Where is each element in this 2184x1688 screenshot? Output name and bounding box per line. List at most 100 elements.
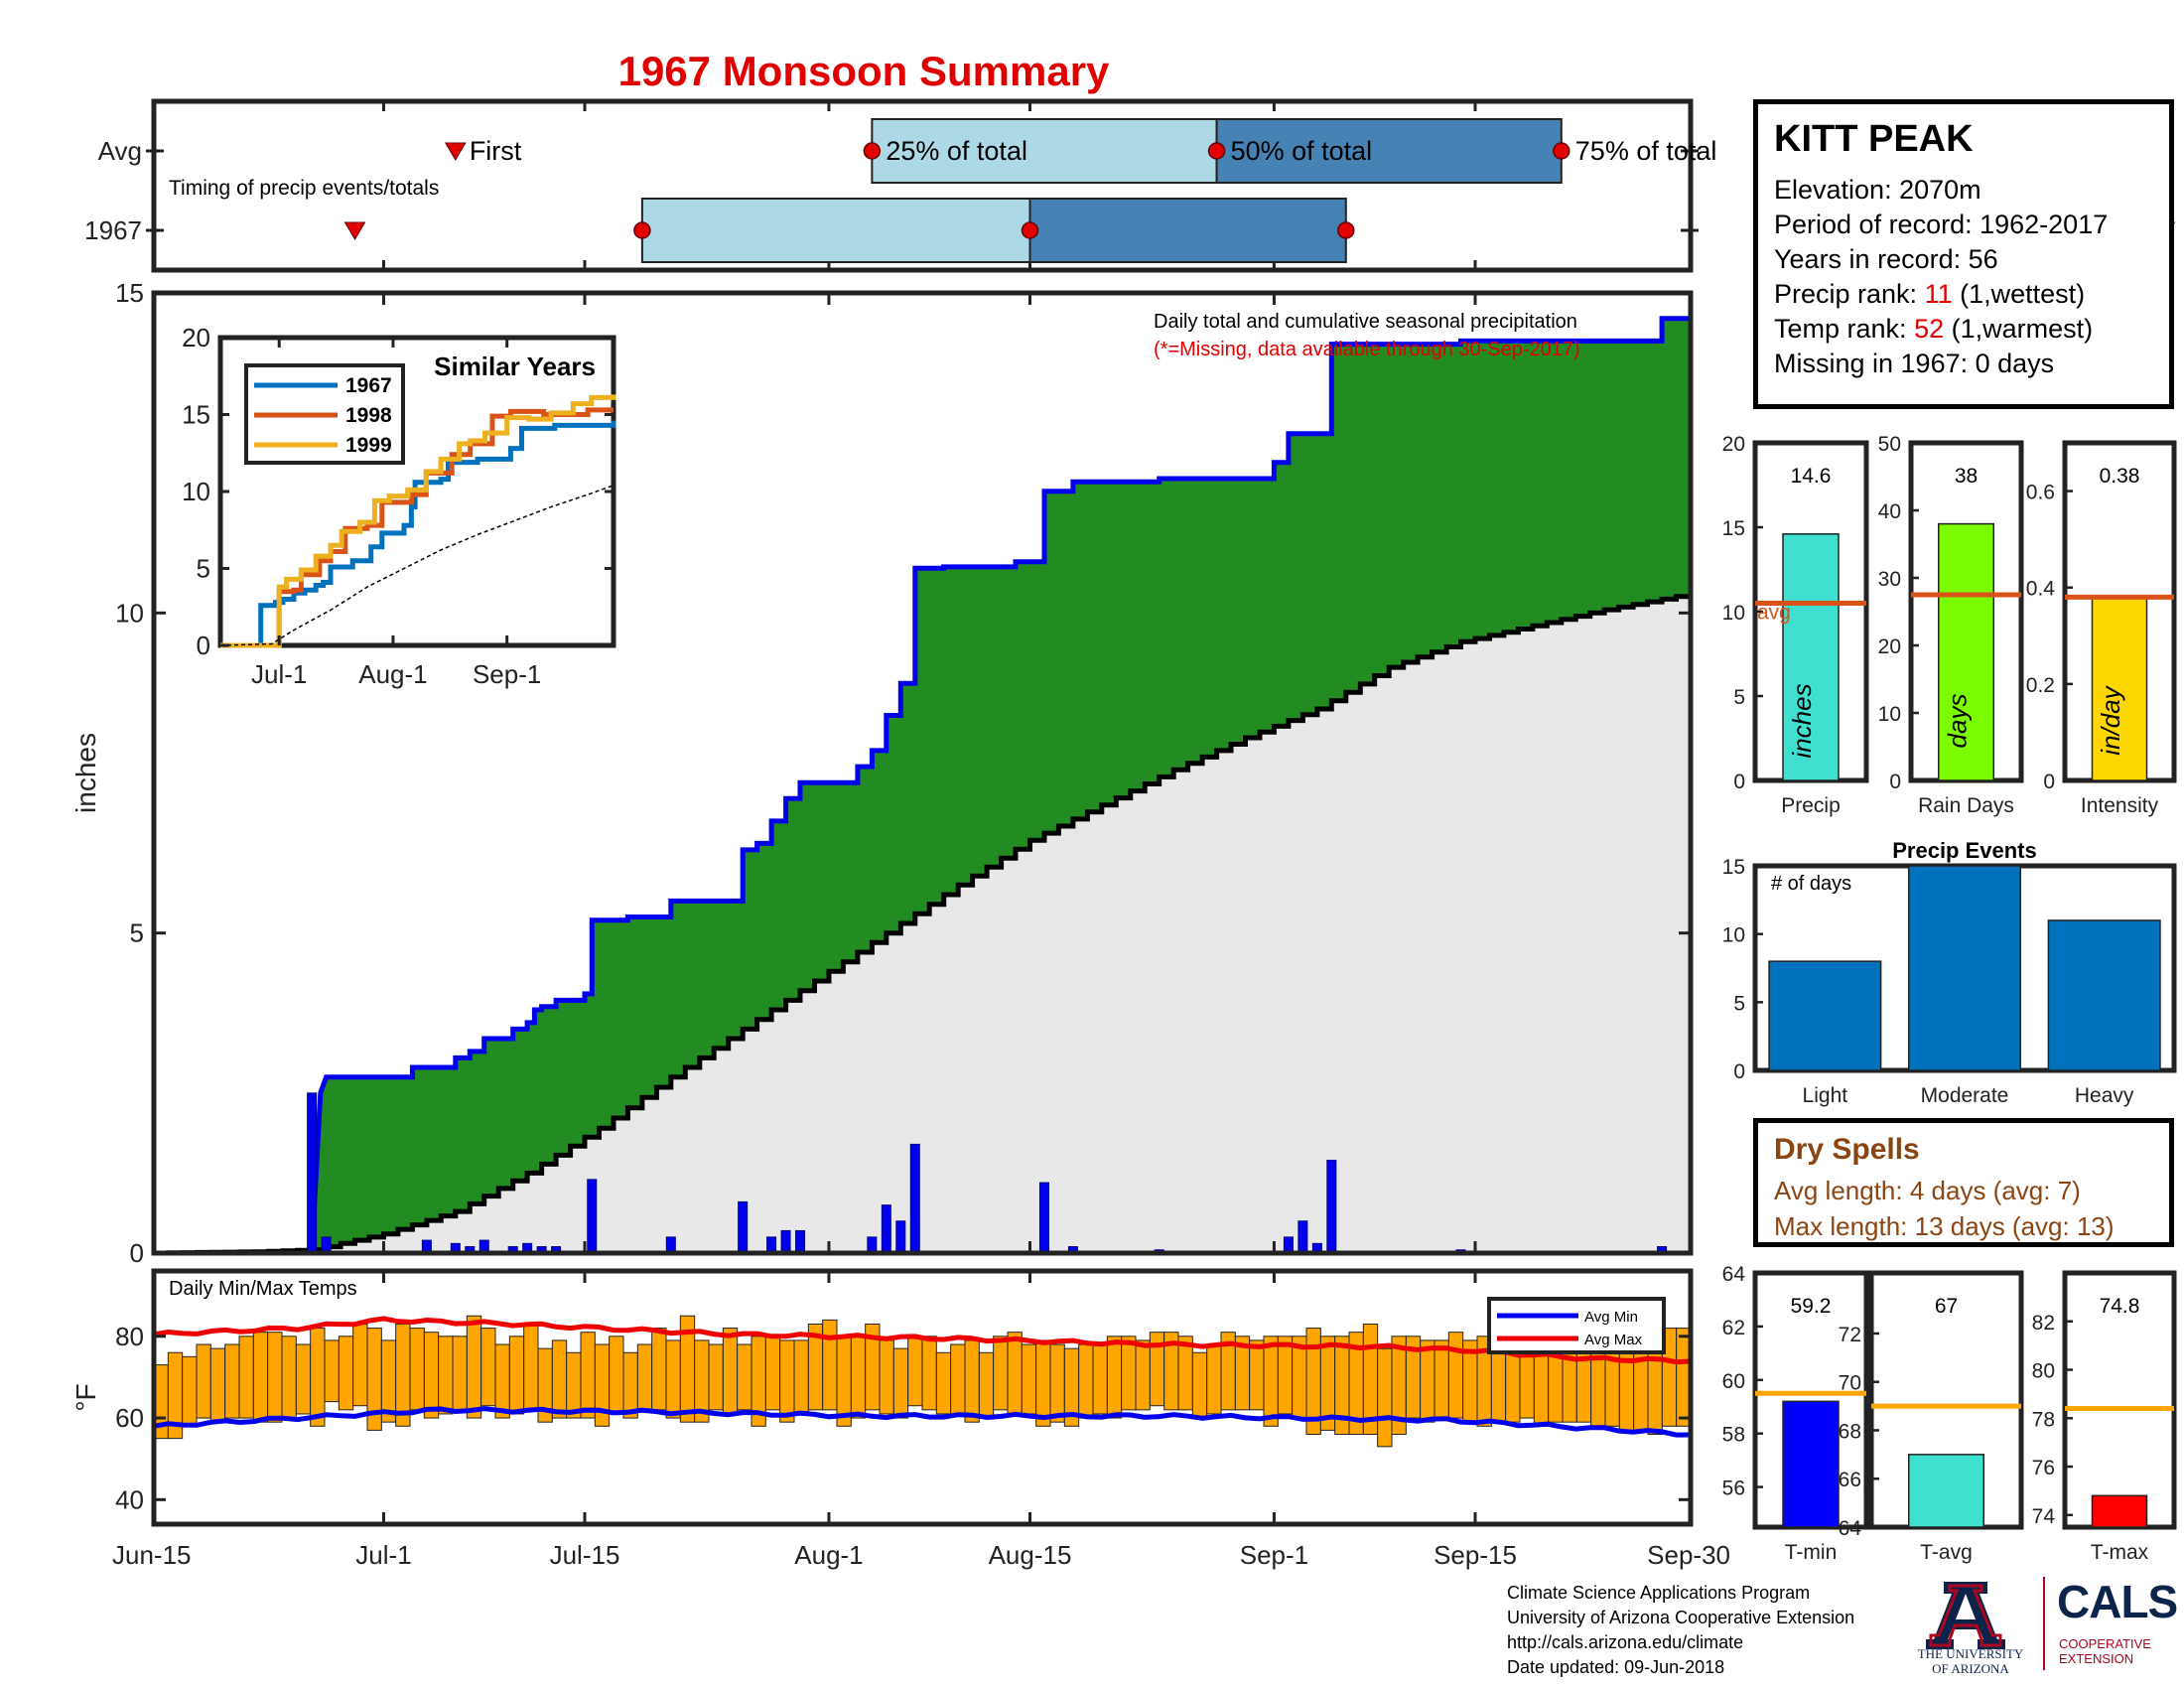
daily-precip-bar — [909, 1143, 920, 1254]
temp-range-bar — [1191, 1351, 1208, 1419]
summary-value-label: 0.38 — [2100, 465, 2140, 488]
temps-ytick-label: 60 — [115, 1403, 144, 1433]
temp-range-bar — [665, 1339, 681, 1419]
temp-range-bar — [708, 1343, 724, 1411]
daily-precip-bar — [1326, 1160, 1337, 1254]
events-category-label: Moderate — [1921, 1084, 2009, 1107]
daily-temps-chart: 40 60 80 Jun-15 Jul-1 Jul-15 Aug-1 Aug-15 Sep-1 S… — [70, 1268, 1730, 1570]
summary-ytick-label: 0.2 — [2026, 674, 2055, 697]
daily-precip-bar — [895, 1220, 906, 1254]
temp-range-bar — [850, 1336, 867, 1419]
events-bar — [2047, 919, 2161, 1071]
events-ytick-label: 0 — [1733, 1060, 1745, 1083]
temp-range-bar — [352, 1323, 368, 1407]
temp-range-bar — [1249, 1339, 1265, 1411]
summary-ytick-label: 0.4 — [2026, 578, 2056, 601]
temp-range-bar — [267, 1332, 283, 1423]
temp-range-bar — [1377, 1347, 1393, 1448]
temp-range-bar — [423, 1332, 440, 1419]
timing-marker-q50 — [1021, 221, 1039, 239]
temp-range-bar — [1121, 1336, 1137, 1411]
temp-range-bar — [466, 1315, 482, 1419]
timing-marker-q75 — [1553, 142, 1570, 160]
summary-value-label: 67 — [1935, 1295, 1958, 1318]
timing-label-q75: 75% of total — [1575, 136, 1717, 166]
daily-precip-bar — [587, 1179, 598, 1254]
summary-bar-precip — [1782, 533, 1840, 781]
temp-range-bar — [238, 1336, 254, 1419]
temp-range-bar — [1092, 1343, 1108, 1415]
inset-ytick-label: 5 — [197, 554, 210, 584]
summary-category-label: T-min — [1785, 1541, 1838, 1564]
temps-legend-box — [1487, 1297, 1666, 1354]
timing-label-q25: 25% of total — [886, 136, 1027, 166]
inset-ytick-label: 10 — [182, 477, 210, 506]
summary-ytick-label: 56 — [1722, 1477, 1745, 1500]
events-title: Precip Events — [1892, 838, 2037, 863]
temp-summary-panels: 59.25658606264T-min676466687072T-avg74.8… — [1722, 1263, 2177, 1564]
events-category-label: Light — [1803, 1084, 1848, 1107]
events-bar — [1768, 960, 1882, 1071]
temps-ylabel: °F — [70, 1383, 101, 1411]
station-period: Period of record: 1962-2017 — [1774, 210, 2109, 239]
main-ytick-label: 10 — [115, 598, 144, 628]
main-note-missing: (*=Missing, data available through 30-Se… — [1154, 339, 1580, 360]
temp-range-bar — [950, 1343, 966, 1415]
summary-ytick-label: 76 — [2032, 1457, 2055, 1479]
temp-range-bar — [651, 1328, 667, 1411]
temp-range-bar — [324, 1339, 340, 1403]
ua-wordmark: THE UNIVERSITY OF ARIZONA — [1916, 1646, 2025, 1676]
inset-line-1999 — [220, 394, 616, 648]
summary-unit-label: in/day — [2096, 684, 2125, 755]
summary-ytick-label: 30 — [1878, 568, 1901, 591]
main-ytick-label: 5 — [130, 918, 144, 948]
temp-range-bar — [295, 1343, 312, 1415]
credits: Climate Science Applications Program Uni… — [1507, 1581, 1854, 1680]
temp-range-bar — [438, 1336, 454, 1415]
temp-range-bar — [338, 1336, 354, 1411]
temp-range-bar — [1021, 1343, 1037, 1415]
temp-range-bar — [566, 1351, 582, 1419]
inset-line-1967 — [220, 420, 616, 648]
temp-range-bar — [822, 1319, 838, 1411]
temp-range-bar — [764, 1336, 781, 1411]
summary-bar-intensity — [2091, 596, 2148, 781]
precip-summary-panels: 14.6 0 5 10 15 20 inches avg Precip 38 0 10 20 30 40 50… — [1722, 433, 2177, 817]
summary-value-label: 74.8 — [2100, 1295, 2140, 1318]
credits-line-2: University of Arizona Cooperative Extens… — [1507, 1608, 1855, 1627]
summary-ytick-label: 0 — [1889, 771, 1901, 793]
temp-range-bar — [224, 1343, 240, 1419]
xtick-label: Jul-1 — [355, 1540, 411, 1570]
summary-ytick-label: 0 — [2043, 771, 2055, 793]
dry-spells-avg: Avg length: 4 days (avg: 7) — [1774, 1176, 2081, 1205]
precip-rank: Precip rank: 11 (1,wettest) — [1774, 277, 2153, 312]
summary-ytick-label: 15 — [1722, 517, 1745, 540]
summary-ytick-label: 62 — [1722, 1317, 1745, 1339]
timing-marker-q50 — [1207, 142, 1226, 160]
xtick-label: Sep-30 — [1647, 1540, 1730, 1570]
events-ytick-label: 10 — [1722, 924, 1745, 947]
timing-marker-q75 — [1337, 221, 1355, 239]
temp-range-bar — [1206, 1343, 1222, 1415]
temp-range-bar — [907, 1336, 923, 1407]
daily-precip-bar — [738, 1200, 749, 1254]
temp-range-bar — [793, 1339, 809, 1415]
events-ytick-label: 5 — [1733, 992, 1745, 1015]
summary-ytick-label: 78 — [2032, 1408, 2055, 1431]
daily-precip-bar — [1038, 1182, 1049, 1254]
xtick-label: Jul-15 — [550, 1540, 620, 1570]
station-years: Years in record: 56 — [1774, 244, 1998, 274]
summary-ytick-label: 58 — [1722, 1424, 1745, 1447]
summary-ytick-label: 10 — [1722, 602, 1745, 625]
temp-range-bar — [1007, 1332, 1023, 1415]
surplus-fill — [154, 318, 1691, 1253]
inset-ytick-label: 0 — [197, 631, 210, 660]
summary-ytick-label: 10 — [1878, 703, 1901, 726]
timing-panel: Avg 1967 Timing of precip events/totals Fir… — [84, 98, 2176, 273]
university-of-arizona-logo-icon — [1926, 1582, 2005, 1649]
temp-range-bar — [978, 1351, 995, 1419]
summary-value-label: 59.2 — [1791, 1295, 1832, 1318]
timing-triangle-first — [444, 142, 467, 161]
timing-marker-q25 — [633, 221, 651, 239]
